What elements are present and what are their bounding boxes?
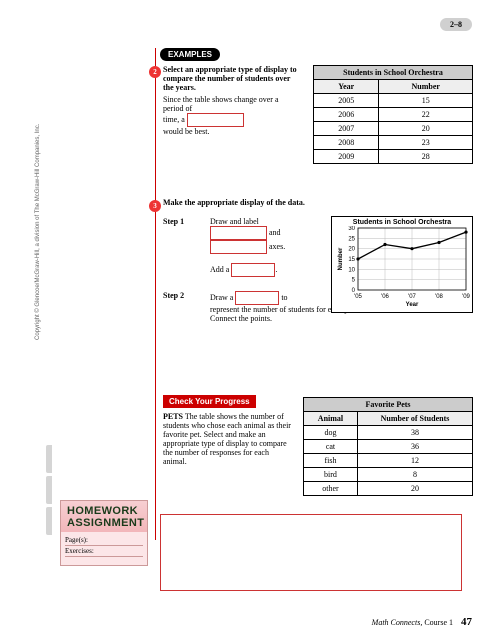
- example-2-prompt: Select an appropriate type of display to…: [163, 65, 298, 92]
- table-row: 200823: [314, 136, 473, 150]
- pets-col1: Animal: [304, 412, 358, 426]
- side-tabs: [46, 445, 54, 540]
- cyp-lead: PETS: [163, 412, 183, 421]
- cyp-text: The table shows the number of students w…: [163, 412, 291, 466]
- example-2: Select an appropriate type of display to…: [163, 65, 473, 136]
- table-row: cat36: [304, 440, 473, 454]
- pets-table: Favorite Pets Animal Number of Students …: [303, 397, 473, 496]
- example-3: Make the appropriate display of the data…: [163, 198, 473, 323]
- example-bullet-2: 2: [149, 66, 161, 78]
- copyright-text: Copyright © Glencoe/McGraw-Hill, a divis…: [35, 40, 41, 340]
- svg-text:Number: Number: [338, 247, 344, 270]
- homework-heading: HOMEWORK ASSIGNMENT: [60, 500, 148, 532]
- table-row: bird8: [304, 468, 473, 482]
- svg-text:30: 30: [348, 226, 355, 232]
- page-footer: Math Connects, Course 1 47: [372, 616, 472, 628]
- vertical-rule: [155, 48, 156, 540]
- svg-text:'09: '09: [462, 294, 470, 300]
- orchestra-table: Students in School Orchestra Year Number…: [313, 65, 473, 164]
- svg-text:'05: '05: [354, 294, 362, 300]
- pets-col2: Number of Students: [357, 412, 472, 426]
- svg-text:Year: Year: [406, 302, 419, 308]
- ex2-text-3: would be best.: [163, 127, 209, 136]
- example-bullet-3: 3: [149, 200, 161, 212]
- orch-caption: Students in School Orchestra: [314, 66, 473, 80]
- table-row: 200928: [314, 150, 473, 164]
- blank-input[interactable]: [210, 226, 267, 240]
- homework-write-area[interactable]: [160, 514, 462, 591]
- ex2-text-1: Since the table shows change over a peri…: [163, 95, 279, 113]
- chart-title: Students in School Orchestra: [332, 217, 472, 226]
- page-number: 47: [461, 616, 472, 628]
- footer-title: Math Connects,: [372, 618, 423, 627]
- table-row: dog38: [304, 426, 473, 440]
- chart-svg: 051015202530'05'06'07'08'09NumberYear: [332, 226, 472, 308]
- svg-text:'08: '08: [435, 294, 443, 300]
- orch-col1: Year: [314, 80, 379, 94]
- pets-caption: Favorite Pets: [304, 398, 473, 412]
- table-row: 200720: [314, 122, 473, 136]
- lesson-number-badge: 2–8: [440, 18, 472, 31]
- homework-box: HOMEWORK ASSIGNMENT Page(s): Exercises:: [60, 500, 148, 566]
- footer-course: Course 1: [422, 618, 453, 627]
- orchestra-line-chart: Students in School Orchestra 05101520253…: [331, 216, 473, 313]
- svg-text:'07: '07: [408, 294, 416, 300]
- blank-input[interactable]: [231, 263, 275, 277]
- ex2-text-2: time, a: [163, 115, 187, 124]
- table-row: 200515: [314, 94, 473, 108]
- check-your-progress: Check Your Progress PETS The table shows…: [163, 395, 473, 466]
- svg-text:10: 10: [348, 267, 355, 273]
- table-row: 200622: [314, 108, 473, 122]
- cyp-body: PETS The table shows the number of stude…: [163, 412, 293, 466]
- hw-pages-label: Page(s):: [65, 535, 143, 546]
- blank-input[interactable]: [235, 291, 279, 305]
- orch-col2: Number: [379, 80, 473, 94]
- hw-exercises-label: Exercises:: [65, 546, 143, 557]
- example-2-body: Since the table shows change over a peri…: [163, 95, 298, 136]
- step1-body: Draw and label and axes. Add a .: [210, 217, 320, 277]
- step2-label: Step 2: [163, 291, 208, 300]
- homework-body: Page(s): Exercises:: [60, 532, 148, 566]
- svg-text:25: 25: [348, 236, 355, 242]
- svg-text:5: 5: [352, 278, 356, 284]
- svg-text:'06: '06: [381, 294, 389, 300]
- examples-heading: EXAMPLES: [160, 48, 220, 61]
- cyp-heading: Check Your Progress: [163, 395, 256, 408]
- blank-input[interactable]: [210, 240, 267, 254]
- step1-label: Step 1: [163, 217, 208, 226]
- svg-text:15: 15: [348, 257, 355, 263]
- table-row: other20: [304, 482, 473, 496]
- table-row: fish12: [304, 454, 473, 468]
- svg-text:20: 20: [348, 247, 355, 253]
- example-3-prompt: Make the appropriate display of the data…: [163, 198, 473, 207]
- blank-input[interactable]: [187, 113, 244, 127]
